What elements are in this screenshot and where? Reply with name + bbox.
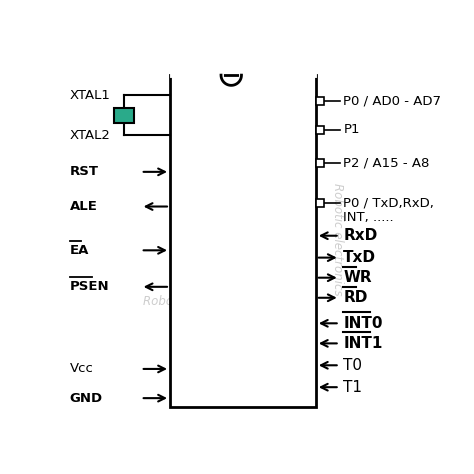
Text: INT1: INT1: [343, 336, 383, 351]
Text: P0 / TxD,RxD,: P0 / TxD,RxD,: [343, 196, 434, 210]
Text: Robotic electronics: Robotic electronics: [187, 145, 299, 158]
Text: RST: RST: [70, 165, 99, 178]
Text: Robotic electronics: Robotic electronics: [187, 277, 299, 290]
Text: EA: EA: [70, 244, 89, 257]
Text: Vcc: Vcc: [70, 363, 93, 375]
Text: XTAL1: XTAL1: [70, 89, 110, 102]
Bar: [316, 199, 324, 207]
Text: INT0: INT0: [343, 316, 383, 331]
Bar: [316, 159, 324, 167]
Bar: [316, 126, 324, 134]
Text: P2 / A15 - A8: P2 / A15 - A8: [343, 156, 429, 169]
Text: Robotic electronics: Robotic electronics: [331, 183, 344, 296]
Bar: [316, 97, 324, 105]
Text: P0 / AD0 - AD7: P0 / AD0 - AD7: [343, 94, 441, 107]
Text: GND: GND: [70, 392, 103, 405]
Text: P1: P1: [343, 123, 360, 137]
Text: T0: T0: [343, 358, 362, 373]
Text: INT, .....: INT, .....: [343, 211, 394, 224]
Text: TxD: TxD: [343, 250, 376, 265]
Text: RxD: RxD: [343, 228, 378, 243]
Bar: [114, 108, 134, 123]
Text: WR: WR: [343, 270, 372, 285]
Text: Robotic electronics: Robotic electronics: [143, 295, 255, 308]
Bar: [170, 75, 316, 407]
Text: PSEN: PSEN: [70, 280, 109, 293]
Text: XTAL2: XTAL2: [70, 129, 110, 142]
Text: ALE: ALE: [70, 200, 98, 213]
Text: RD: RD: [343, 290, 368, 305]
Text: T1: T1: [343, 380, 362, 395]
